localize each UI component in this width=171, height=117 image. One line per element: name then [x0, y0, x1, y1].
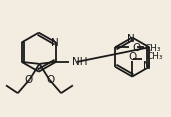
Text: N: N — [143, 61, 151, 71]
Text: N: N — [127, 35, 135, 44]
Text: O: O — [128, 52, 136, 62]
Text: O: O — [46, 75, 54, 85]
Text: O: O — [24, 75, 33, 85]
Text: N: N — [51, 38, 59, 48]
Text: CH₃: CH₃ — [146, 52, 162, 61]
Text: CH₃: CH₃ — [145, 44, 161, 53]
Text: O: O — [132, 43, 140, 53]
Text: NH: NH — [72, 57, 87, 67]
